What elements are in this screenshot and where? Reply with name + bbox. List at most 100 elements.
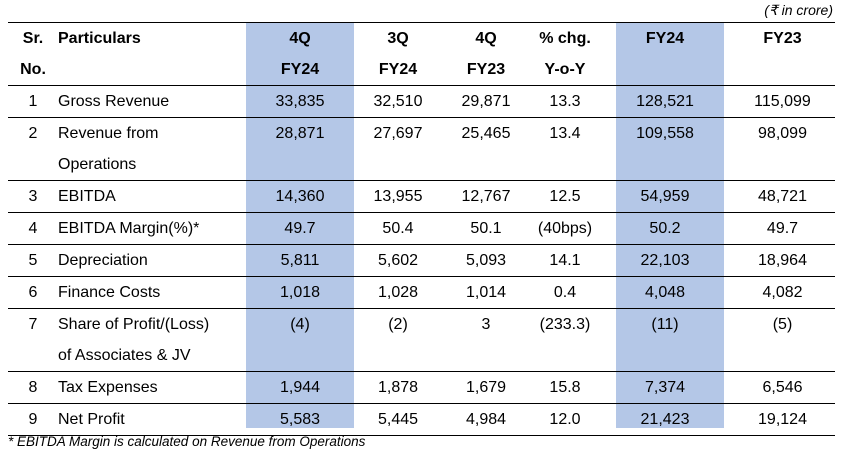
header-col: FY24 (378, 60, 418, 78)
particulars-cell: Operations (58, 155, 137, 173)
value-cell: 5,811 (246, 244, 354, 277)
value-cell: 12.5 (530, 180, 600, 213)
table-row: 4 EBITDA Margin(%)* 49.7 50.4 50.1 (40bps) 50.… (8, 212, 835, 245)
value-cell: 1,878 (354, 371, 442, 404)
value-cell: 6,546 (730, 371, 835, 404)
unit-note: (₹ in crore) (764, 2, 833, 18)
table-row: of Associates & JV (8, 340, 835, 372)
particulars-cell: Revenue from (58, 117, 246, 149)
value-cell: 4,082 (730, 276, 835, 309)
particulars-cell: Finance Costs (58, 276, 246, 309)
value-cell: 14.1 (530, 244, 600, 277)
particulars-cell: Share of Profit/(Loss) (58, 308, 246, 340)
value-cell: 22,103 (600, 244, 730, 277)
value-cell: 12,767 (442, 180, 530, 213)
sr-cell: 6 (8, 276, 58, 309)
value-cell: (2) (354, 308, 442, 340)
particulars-cell: Net Profit (58, 403, 246, 436)
value-cell: 7,374 (600, 371, 730, 404)
header-col: FY23 (466, 60, 506, 78)
particulars-cell: Tax Expenses (58, 371, 246, 404)
value-cell: 50.2 (600, 212, 730, 245)
value-cell: 28,871 (246, 117, 354, 149)
sr-cell (8, 340, 58, 372)
sr-cell: 1 (8, 85, 58, 118)
value-cell: 13,955 (354, 180, 442, 213)
value-cell: 109,558 (600, 117, 730, 149)
table-row: 2 Revenue from 28,871 27,697 25,465 13.4 109,5… (8, 117, 835, 149)
value-cell: 25,465 (442, 117, 530, 149)
value-cell: 4,984 (442, 403, 530, 436)
header-col (730, 54, 835, 86)
value-cell: (4) (246, 308, 354, 340)
value-cell (354, 340, 442, 372)
value-cell: 14,360 (246, 180, 354, 213)
value-cell: 48,721 (730, 180, 835, 213)
value-cell (530, 149, 600, 181)
value-cell: 32,510 (354, 85, 442, 118)
value-cell: 3 (442, 308, 530, 340)
sr-cell: 3 (8, 180, 58, 213)
sr-cell: 4 (8, 212, 58, 245)
particulars-cell: Gross Revenue (58, 85, 246, 118)
particulars-cell: EBITDA (58, 180, 246, 213)
table-row: 6 Finance Costs 1,018 1,028 1,014 0.4 4,048 4,0… (8, 276, 835, 309)
value-cell: 128,521 (600, 85, 730, 118)
header-col: 4Q (289, 29, 311, 47)
table-row: 8 Tax Expenses 1,944 1,878 1,679 15.8 7,374 6,5… (8, 371, 835, 404)
value-cell: (40bps) (530, 212, 600, 245)
header-sr: Sr. (22, 29, 44, 47)
particulars-cell: EBITDA Margin(%)* (58, 212, 246, 245)
header-sr: No. (20, 60, 46, 78)
value-cell: 115,099 (730, 85, 835, 118)
sr-cell: 8 (8, 371, 58, 404)
value-cell: 50.4 (354, 212, 442, 245)
value-cell: 5,445 (354, 403, 442, 436)
value-cell (442, 149, 530, 181)
value-cell: 50.1 (442, 212, 530, 245)
value-cell: (233.3) (530, 308, 600, 340)
value-cell: 18,964 (730, 244, 835, 277)
table-row: 9 Net Profit 5,583 5,445 4,984 12.0 21,423 19,1… (8, 403, 835, 436)
value-cell (600, 149, 730, 181)
value-cell: 27,697 (354, 117, 442, 149)
value-cell: 13.3 (530, 85, 600, 118)
value-cell: 49.7 (730, 212, 835, 245)
value-cell (442, 340, 530, 372)
value-cell: 0.4 (530, 276, 600, 309)
header-col: FY23 (763, 29, 802, 47)
header-col (600, 54, 730, 86)
sr-cell (8, 149, 58, 181)
value-cell: 5,602 (354, 244, 442, 277)
particulars-cell: Depreciation (58, 244, 246, 277)
table-row: 3 EBITDA 14,360 13,955 12,767 12.5 54,959 48,72… (8, 180, 835, 213)
value-cell (530, 340, 600, 372)
sr-cell: 9 (8, 403, 58, 436)
value-cell: 1,014 (442, 276, 530, 309)
sr-cell: 7 (8, 308, 58, 340)
table-row: Operations (8, 149, 835, 181)
value-cell (246, 149, 354, 181)
value-cell: 13.4 (530, 117, 600, 149)
value-cell: 29,871 (442, 85, 530, 118)
value-cell (246, 340, 354, 372)
footnote: * EBITDA Margin is calculated on Revenue… (8, 434, 366, 449)
header-col: FY24 (280, 60, 320, 78)
value-cell: 98,099 (730, 117, 835, 149)
value-cell: 15.8 (530, 371, 600, 404)
header-particulars (58, 54, 246, 86)
table-row: 5 Depreciation 5,811 5,602 5,093 14.1 22,103 18… (8, 244, 835, 277)
header-particulars: Particulars (58, 29, 141, 47)
value-cell: 1,018 (246, 276, 354, 309)
table-row: 1 Gross Revenue 33,835 32,510 29,871 13.3 128,… (8, 85, 835, 118)
value-cell: 1,679 (442, 371, 530, 404)
value-cell: (11) (600, 308, 730, 340)
value-cell: 33,835 (246, 85, 354, 118)
sr-cell: 2 (8, 117, 58, 149)
value-cell (730, 149, 835, 181)
header-col: 4Q (475, 29, 497, 47)
header-row: No. FY24 FY24 FY23 Y-o-Y (8, 54, 835, 86)
value-cell: 19,124 (730, 403, 835, 436)
value-cell (354, 149, 442, 181)
header-col: Y-o-Y (544, 60, 586, 78)
